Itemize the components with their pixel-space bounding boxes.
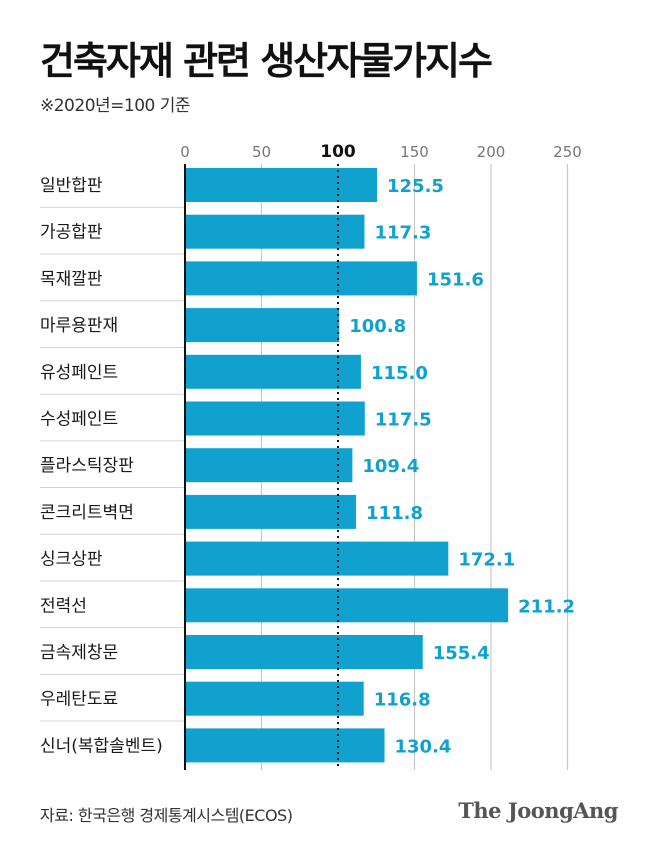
category-label: 신너(복합솔벤트) (40, 736, 163, 756)
brand-logo: The JoongAng (458, 798, 618, 823)
bar (185, 494, 357, 529)
value-label: 116.8 (374, 690, 431, 711)
category-label: 금속제창문 (40, 643, 118, 663)
bar (185, 681, 364, 716)
x-tick-label: 250 (553, 143, 582, 161)
value-label: 117.3 (374, 223, 431, 244)
value-label: 172.1 (458, 550, 515, 571)
bar (185, 168, 378, 202)
chart-title: 건축자재 관련 생산자물가지수 (40, 39, 493, 83)
bar (185, 214, 365, 249)
bar (185, 261, 417, 296)
bar (185, 728, 385, 763)
value-label: 125.5 (387, 176, 444, 197)
bar (185, 354, 361, 389)
value-label: 130.4 (395, 736, 452, 757)
bar (185, 308, 340, 343)
category-label: 목재깔판 (40, 269, 103, 289)
x-tick-label: 150 (400, 143, 429, 161)
bar (185, 448, 353, 483)
value-label: 155.4 (433, 643, 490, 664)
x-tick-label: 50 (252, 143, 271, 161)
x-tick-label: 200 (477, 143, 506, 161)
category-label: 플라스틱장판 (40, 456, 134, 476)
bar (185, 588, 509, 623)
category-label: 싱크상판 (40, 550, 103, 570)
category-label: 일반합판 (40, 176, 103, 196)
value-label: 100.8 (349, 316, 406, 337)
value-label: 111.8 (366, 503, 423, 524)
category-label: 가공합판 (40, 223, 103, 243)
category-label: 수성페인트 (40, 410, 118, 430)
value-label: 115.0 (371, 363, 428, 384)
value-label: 211.2 (518, 596, 575, 617)
bar (185, 401, 365, 436)
x-tick-label: 0 (180, 143, 190, 161)
value-label: 109.4 (362, 456, 419, 477)
value-label: 117.5 (375, 410, 432, 431)
x-tick-label: 100 (320, 142, 356, 162)
bar (185, 541, 449, 576)
bar (185, 635, 423, 669)
category-label: 콘크리트벽면 (40, 503, 134, 523)
value-label: 151.6 (427, 269, 484, 290)
chart-subtitle: ※2020년=100 기준 (40, 96, 191, 116)
category-label: 마루용판재 (40, 316, 118, 336)
category-label: 우레탄도료 (40, 690, 118, 710)
category-label: 유성페인트 (40, 363, 118, 383)
category-label: 전력선 (40, 596, 87, 616)
source-note: 자료: 한국은행 경제통계시스템(ECOS) (40, 806, 293, 825)
